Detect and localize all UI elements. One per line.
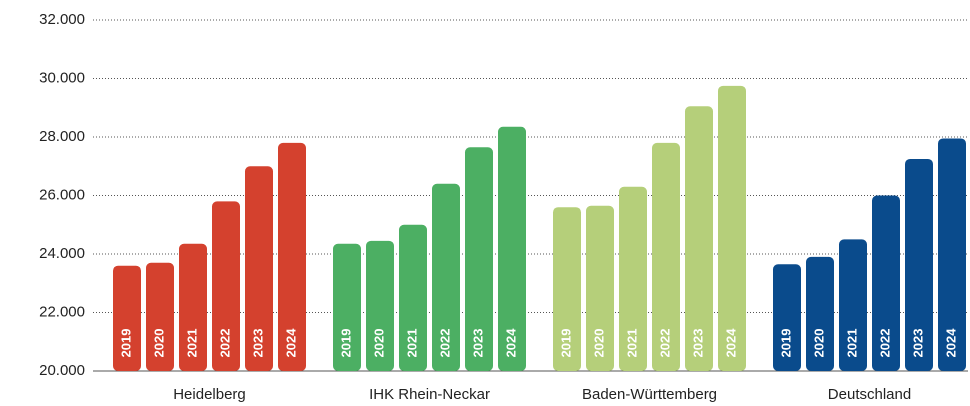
bar-year-label: 2021	[184, 329, 199, 358]
bar	[333, 243, 361, 371]
bar	[586, 205, 614, 371]
bar	[938, 138, 966, 371]
bar-year-label: 2023	[690, 329, 705, 358]
bar	[806, 256, 834, 371]
y-tick-label: 22.000	[39, 303, 85, 320]
x-tick-label: IHK Rhein-Neckar	[369, 386, 490, 403]
bar-year-label: 2020	[591, 329, 606, 358]
bar	[498, 126, 526, 371]
bar-year-label: 2019	[558, 329, 573, 358]
y-tick-label: 26.000	[39, 186, 85, 203]
bar-year-label: 2022	[877, 329, 892, 358]
bar-year-label: 2019	[338, 329, 353, 358]
bar-year-label: 2019	[118, 329, 133, 358]
y-tick-label: 24.000	[39, 245, 85, 262]
bar-year-label: 2022	[657, 329, 672, 358]
bar	[212, 201, 240, 371]
bar-year-label: 2024	[723, 328, 738, 358]
x-tick-label: Baden-Württemberg	[582, 386, 717, 403]
bar-year-label: 2023	[470, 329, 485, 358]
bar-year-label: 2021	[844, 329, 859, 358]
bar	[839, 239, 867, 371]
bar-year-label: 2022	[437, 329, 452, 358]
bar-year-label: 2024	[283, 328, 298, 358]
y-tick-label: 20.000	[39, 362, 85, 379]
bar	[245, 166, 273, 371]
bar-year-label: 2022	[217, 329, 232, 358]
bar	[905, 158, 933, 371]
bar-year-label: 2021	[624, 329, 639, 358]
bar	[432, 183, 460, 371]
bar	[278, 142, 306, 371]
y-tick-label: 30.000	[39, 69, 85, 86]
bar	[179, 243, 207, 371]
bar	[718, 85, 746, 371]
x-tick-label: Deutschland	[828, 386, 911, 403]
bar	[773, 264, 801, 371]
bar	[146, 262, 174, 371]
bar-year-label: 2024	[943, 328, 958, 358]
bar-year-label: 2020	[151, 329, 166, 358]
bar	[366, 240, 394, 371]
bar	[553, 207, 581, 371]
bar-year-label: 2019	[778, 329, 793, 358]
bar-year-label: 2023	[910, 329, 925, 358]
bar	[113, 265, 141, 371]
bar-year-label: 2023	[250, 329, 265, 358]
bar-year-label: 2020	[371, 329, 386, 358]
bar	[465, 147, 493, 371]
bar-year-label: 2020	[811, 329, 826, 358]
bar	[399, 224, 427, 371]
bar-year-label: 2024	[503, 328, 518, 358]
bar	[872, 195, 900, 371]
bar	[652, 142, 680, 371]
bar-year-label: 2021	[404, 329, 419, 358]
bar	[619, 186, 647, 371]
x-tick-label: Heidelberg	[173, 386, 246, 403]
bar	[685, 106, 713, 371]
y-tick-label: 28.000	[39, 128, 85, 145]
y-tick-label: 32.000	[39, 11, 85, 28]
